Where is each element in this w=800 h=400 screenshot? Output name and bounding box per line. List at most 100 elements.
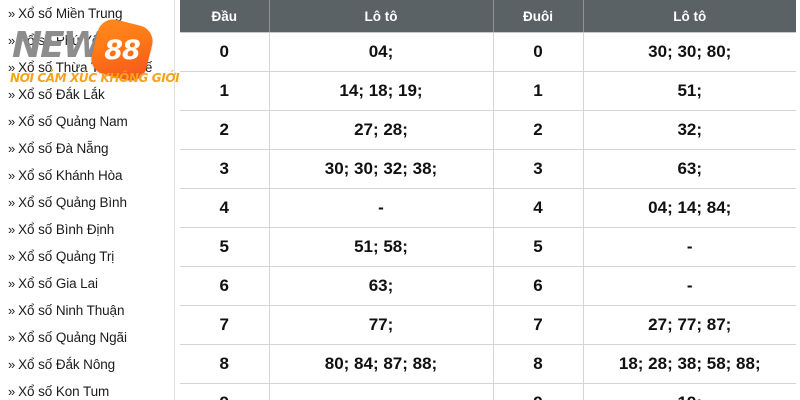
cell-loto-left: 51; 58; (269, 227, 494, 267)
table-row: 7 77; 7 27; 77; 87; (180, 305, 796, 345)
cell-duoi: 7 (493, 305, 584, 345)
column-header-loto-right: Lô tô (583, 0, 796, 33)
sidebar-item-label: Xổ số Kon Tum (18, 384, 110, 399)
chevron-right-icon: » (8, 60, 16, 75)
loto-table-container: Đầu Lô tô Đuôi Lô tô 0 04; 0 30; 30; 80; 1 14… (180, 0, 796, 400)
cell-loto-left: 80; 84; 87; 88; (269, 344, 494, 384)
table-row: 2 27; 28; 2 32; (180, 110, 796, 150)
sidebar-item-11[interactable]: » Xổ số Gia Lai (0, 270, 174, 297)
cell-duoi: 0 (493, 32, 584, 72)
cell-dau: 0 (180, 32, 270, 72)
sidebar-item-label: Xổ số Quảng Nam (18, 114, 128, 129)
sidebar-item-6[interactable]: » Xổ số Đà Nẵng (0, 135, 174, 162)
cell-duoi: 2 (493, 110, 584, 150)
sidebar-item-label: Xổ số Bình Định (18, 222, 115, 237)
chevron-right-icon: » (8, 330, 16, 345)
cell-loto-right: 32; (583, 110, 796, 150)
sidebar-item-12[interactable]: » Xổ số Ninh Thuận (0, 297, 174, 324)
cell-loto-left: 77; (269, 305, 494, 345)
loto-table-head: Đầu Lô tô Đuôi Lô tô (180, 0, 796, 33)
table-row: 5 51; 58; 5- (180, 227, 796, 267)
chevron-right-icon: » (8, 249, 16, 264)
sidebar-item-label: Xổ số Gia Lai (18, 276, 98, 291)
cell-dau: 9 (180, 383, 270, 400)
sidebar-item-2[interactable]: » Xổ số Phú Yên (0, 27, 174, 54)
sidebar-item-label: Xổ số Miền Trung (18, 6, 123, 21)
sidebar-item-label: Xổ số Thừa Thiên Huế (18, 60, 153, 75)
sidebar-item-label: Xổ số Đắk Lắk (18, 87, 105, 102)
cell-duoi: 9 (493, 383, 584, 400)
chevron-right-icon: » (8, 384, 16, 399)
cell-loto-left: 63; (269, 266, 494, 306)
cell-dau: 4 (180, 188, 270, 228)
cell-loto-right: 63; (583, 149, 796, 189)
chevron-right-icon: » (8, 303, 16, 318)
cell-dau: 2 (180, 110, 270, 150)
cell-loto-left: 30; 30; 32; 38; (269, 149, 494, 189)
table-row: 4-4 04; 14; 84; (180, 188, 796, 228)
cell-loto-left: 14; 18; 19; (269, 71, 494, 111)
sidebar-item-5[interactable]: » Xổ số Quảng Nam (0, 108, 174, 135)
cell-loto-left: 27; 28; (269, 110, 494, 150)
sidebar-item-label: Xổ số Quảng Bình (18, 195, 127, 210)
chevron-right-icon: » (8, 357, 16, 372)
sidebar-item-10[interactable]: » Xổ số Quảng Trị (0, 243, 174, 270)
chevron-right-icon: » (8, 222, 16, 237)
table-row: 0 04; 0 30; 30; 80; (180, 32, 796, 72)
chevron-right-icon: » (8, 33, 16, 48)
table-row: 3 30; 30; 32; 38; 3 63; (180, 149, 796, 189)
sidebar-item-label: Xổ số Ninh Thuận (18, 303, 125, 318)
sidebar-item-label: Xổ số Khánh Hòa (18, 168, 123, 183)
cell-dau: 1 (180, 71, 270, 111)
chevron-right-icon: » (8, 141, 16, 156)
column-header-loto-left: Lô tô (269, 0, 494, 33)
chevron-right-icon: » (8, 195, 16, 210)
sidebar-item-label: Xổ số Đà Nẵng (18, 141, 109, 156)
cell-loto-right: - (583, 266, 796, 306)
chevron-right-icon: » (8, 87, 16, 102)
chevron-right-icon: » (8, 168, 16, 183)
cell-dau: 7 (180, 305, 270, 345)
sidebar-item-4[interactable]: » Xổ số Đắk Lắk (0, 81, 174, 108)
sidebar-item-9[interactable]: » Xổ số Bình Định (0, 216, 174, 243)
cell-duoi: 5 (493, 227, 584, 267)
sidebar-item-14[interactable]: » Xổ số Đắk Nông (0, 351, 174, 378)
sidebar-item-1[interactable]: » Xổ số Miền Trung (0, 0, 174, 27)
cell-duoi: 6 (493, 266, 584, 306)
table-row: 9919; (180, 383, 796, 400)
chevron-right-icon: » (8, 114, 16, 129)
sidebar: » Xổ số Miền Trung» Xổ số Phú Yên» Xổ số Th… (0, 0, 175, 400)
table-row: 6 63; 6- (180, 266, 796, 306)
cell-loto-right: - (583, 227, 796, 267)
cell-dau: 5 (180, 227, 270, 267)
cell-loto-left (269, 383, 494, 400)
sidebar-item-label: Xổ số Phú Yên (18, 33, 107, 48)
sidebar-item-15[interactable]: » Xổ số Kon Tum (0, 378, 174, 400)
sidebar-item-label: Xổ số Đắk Nông (18, 357, 116, 372)
cell-duoi: 1 (493, 71, 584, 111)
table-header-row: Đầu Lô tô Đuôi Lô tô (180, 0, 796, 33)
chevron-right-icon: » (8, 6, 16, 21)
cell-loto-right: 27; 77; 87; (583, 305, 796, 345)
sidebar-item-8[interactable]: » Xổ số Quảng Bình (0, 189, 174, 216)
cell-duoi: 4 (493, 188, 584, 228)
cell-dau: 6 (180, 266, 270, 306)
sidebar-nav-list: » Xổ số Miền Trung» Xổ số Phú Yên» Xổ số Th… (0, 0, 174, 400)
sidebar-item-13[interactable]: » Xổ số Quảng Ngãi (0, 324, 174, 351)
table-row: 8 80; 84; 87; 88; 8 18; 28; 38; 58; 88; (180, 344, 796, 384)
cell-duoi: 8 (493, 344, 584, 384)
table-row: 1 14; 18; 19; 1 51; (180, 71, 796, 111)
cell-loto-right: 19; (583, 383, 796, 400)
cell-loto-right: 51; (583, 71, 796, 111)
sidebar-item-label: Xổ số Quảng Ngãi (18, 330, 127, 345)
cell-dau: 3 (180, 149, 270, 189)
sidebar-item-label: Xổ số Quảng Trị (18, 249, 115, 264)
cell-loto-left: - (269, 188, 494, 228)
sidebar-item-3[interactable]: » Xổ số Thừa Thiên Huế (0, 54, 174, 81)
loto-table-body: 0 04; 0 30; 30; 80; 1 14; 18; 19; 1 51; 2 27; 28;… (180, 32, 796, 400)
cell-loto-right: 30; 30; 80; (583, 32, 796, 72)
column-header-duoi: Đuôi (493, 0, 584, 33)
sidebar-item-7[interactable]: » Xổ số Khánh Hòa (0, 162, 174, 189)
chevron-right-icon: » (8, 276, 16, 291)
